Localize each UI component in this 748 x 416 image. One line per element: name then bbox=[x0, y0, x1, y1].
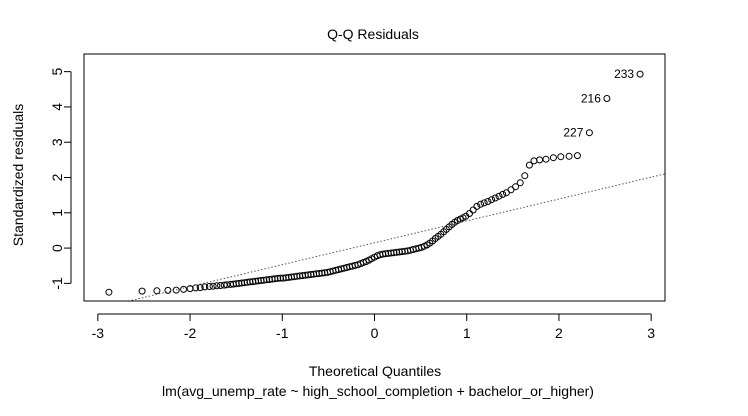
x-axis-label: Theoretical Quantiles bbox=[309, 363, 441, 379]
x-tick-label: 3 bbox=[647, 325, 655, 341]
y-tick-label: 5 bbox=[49, 67, 65, 75]
data-point bbox=[585, 129, 593, 137]
chart-title: Q-Q Residuals bbox=[327, 26, 419, 42]
data-point bbox=[466, 210, 473, 217]
data-point bbox=[192, 284, 200, 292]
data-point bbox=[499, 190, 507, 198]
y-tick-label: 0 bbox=[49, 244, 65, 252]
y-tick-label: 4 bbox=[49, 103, 65, 111]
reference-line bbox=[126, 173, 665, 301]
data-point bbox=[480, 199, 488, 207]
point-label: 227 bbox=[563, 126, 583, 140]
data-point bbox=[516, 179, 524, 187]
data-point bbox=[491, 194, 499, 202]
data-point bbox=[473, 202, 481, 210]
data-point bbox=[549, 154, 557, 162]
y-tick-label: 1 bbox=[49, 209, 65, 217]
data-point bbox=[153, 287, 161, 295]
data-point bbox=[536, 156, 544, 164]
x-tick-label: 2 bbox=[555, 325, 563, 341]
data-point bbox=[488, 196, 496, 204]
data-point bbox=[138, 287, 146, 295]
point-label: 233 bbox=[614, 67, 634, 81]
data-point bbox=[201, 283, 209, 291]
point-label: 216 bbox=[581, 92, 601, 106]
plot-frame bbox=[83, 53, 666, 302]
data-point bbox=[557, 153, 565, 161]
data-point bbox=[477, 200, 485, 208]
data-point bbox=[223, 281, 231, 289]
data-point bbox=[525, 161, 533, 169]
points-layer bbox=[105, 70, 644, 296]
model-formula-subtitle: lm(avg_unemp_rate ~ high_school_completi… bbox=[162, 383, 594, 399]
x-tick-label: -3 bbox=[92, 325, 105, 341]
data-point bbox=[573, 152, 581, 160]
data-point bbox=[209, 282, 217, 290]
data-point bbox=[205, 283, 213, 290]
data-point bbox=[469, 206, 477, 214]
data-point bbox=[603, 95, 611, 102]
data-point bbox=[495, 192, 503, 200]
data-point bbox=[542, 155, 550, 163]
y-axis: -1 0 1 2 3 4 5 bbox=[49, 67, 72, 290]
x-axis: -3 -2 -1 0 1 2 3 bbox=[92, 313, 655, 341]
data-point bbox=[565, 152, 573, 160]
data-point bbox=[213, 282, 221, 290]
data-point bbox=[530, 157, 538, 165]
data-point bbox=[105, 288, 113, 296]
y-axis-label: Standardized residuals bbox=[10, 104, 26, 246]
data-point bbox=[484, 198, 492, 205]
data-point bbox=[512, 183, 520, 191]
y-tick-label: 2 bbox=[49, 173, 65, 181]
data-point bbox=[636, 70, 644, 78]
point-labels: 227 216 233 bbox=[563, 67, 634, 140]
data-point bbox=[164, 286, 172, 294]
x-tick-label: -2 bbox=[184, 325, 197, 341]
x-tick-label: -1 bbox=[276, 325, 289, 341]
x-tick-label: 1 bbox=[463, 325, 471, 341]
data-point bbox=[180, 285, 188, 293]
y-tick-label: 3 bbox=[49, 138, 65, 146]
y-tick-label: -1 bbox=[49, 277, 65, 290]
x-tick-label: 0 bbox=[371, 325, 379, 341]
data-point bbox=[521, 172, 529, 180]
